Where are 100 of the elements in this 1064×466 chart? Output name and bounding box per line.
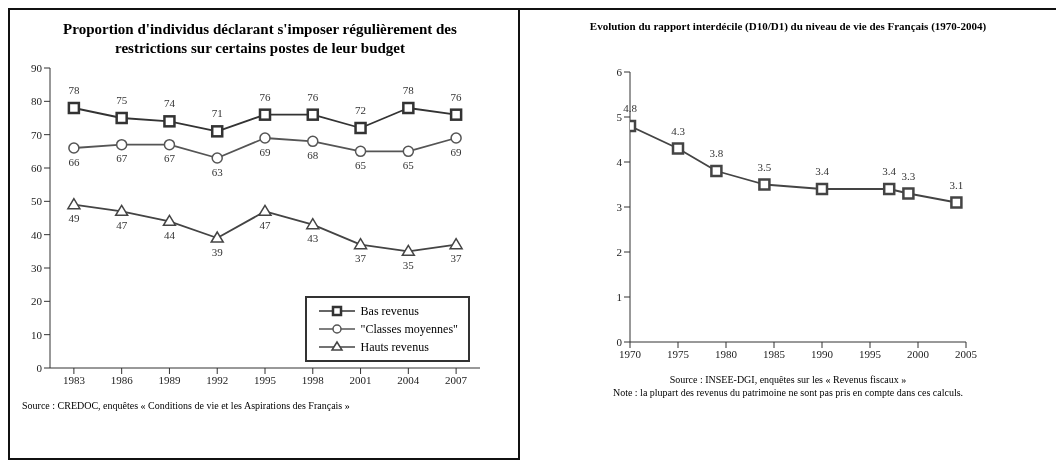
- y-tick-label: 90: [31, 61, 43, 74]
- source-note: Source : CREDOC, enquêtes « Conditions de vie et les Aspirations des Français »: [21, 400, 351, 411]
- x-tick-label: 2000: [907, 347, 930, 360]
- data-label: 68: [307, 149, 319, 162]
- point: [353, 237, 368, 250]
- point: [402, 101, 415, 115]
- x-tick-label: 1992: [206, 373, 229, 386]
- data-label: 3.3: [901, 169, 916, 182]
- x-tick-label: 1983: [62, 373, 86, 386]
- point: [68, 142, 80, 154]
- point: [354, 145, 367, 158]
- data-label: 44: [163, 229, 176, 242]
- y-tick-label: 80: [31, 95, 43, 108]
- x-tick-label: 1989: [158, 373, 181, 386]
- data-label: 3.4: [815, 165, 830, 177]
- text: Note : la plupart des revenus du patrimoine ne sont pas pris en compte dans ces calculs.: [611, 387, 965, 398]
- data-label: 3.4: [882, 165, 897, 177]
- y-tick-label: 30: [31, 261, 43, 274]
- y-tick-label: 60: [31, 161, 43, 174]
- point: [449, 237, 463, 250]
- data-label: 39: [211, 245, 224, 258]
- point: [758, 178, 771, 191]
- source-note: Source : INSEE-DGI, enquêtes sur les « Revenus fiscaux »: [668, 374, 908, 385]
- x-tick-label: 2004: [397, 373, 420, 386]
- x-tick-label: 1998: [301, 373, 325, 386]
- x-tick-label: 1990: [811, 347, 834, 360]
- data-label: 49: [68, 212, 80, 225]
- data-label: 67: [116, 152, 128, 165]
- x-tick-label: 2001: [349, 373, 372, 386]
- data-label: 4.3: [671, 124, 686, 137]
- y-tick-label: 0: [616, 335, 623, 348]
- x-tick-label: 1995: [859, 347, 882, 360]
- point: [671, 142, 685, 155]
- point: [115, 111, 128, 125]
- data-label: 66: [68, 155, 80, 168]
- data-label: 65: [355, 159, 367, 172]
- data-label: 74: [163, 97, 176, 110]
- x-tick-label: 2005: [955, 347, 978, 360]
- data-label: 78: [402, 84, 415, 96]
- point: [211, 152, 223, 164]
- y-tick-label: 0: [36, 361, 43, 374]
- point: [902, 187, 915, 200]
- data-label: 3.5: [757, 160, 772, 173]
- point: [450, 132, 462, 144]
- data-label: 35: [402, 259, 415, 272]
- point: [163, 138, 176, 151]
- data-label: 47: [116, 219, 128, 232]
- legend-label: Bas revenus: [360, 303, 419, 319]
- y-tick-label: 3: [616, 200, 623, 213]
- point: [67, 197, 81, 210]
- y-tick-label: 10: [31, 328, 43, 341]
- x-tick-label: 1970: [619, 347, 642, 360]
- y-tick-label: 5: [616, 110, 623, 123]
- point: [162, 214, 177, 227]
- point: [306, 217, 320, 230]
- point: [306, 108, 320, 121]
- data-label: 78: [68, 84, 80, 96]
- data-label: 75: [116, 94, 128, 106]
- data-label: 4.8: [623, 102, 638, 114]
- y-tick-label: 50: [31, 195, 43, 208]
- data-label: 72: [355, 104, 367, 116]
- data-label: 43: [307, 232, 319, 245]
- data-label: 47: [259, 219, 271, 232]
- point: [815, 182, 829, 196]
- point: [882, 182, 896, 196]
- point: [114, 204, 129, 217]
- data-label: 3.8: [709, 147, 724, 159]
- data-label: 71: [211, 107, 223, 120]
- point: [210, 125, 224, 138]
- point: [259, 132, 271, 144]
- data-label: 3.1: [949, 178, 964, 191]
- legend-label: Hauts revenus: [360, 339, 429, 355]
- x-tick-label: 1975: [667, 347, 690, 360]
- y-tick-label: 4: [616, 155, 623, 168]
- chart-title: Proportion d'individus déclarant s'imposer régulièrement des restrictions sur certains postes de leur budget: [62, 20, 458, 58]
- data-label: 65: [402, 159, 415, 172]
- x-tick-label: 1980: [715, 347, 738, 360]
- data-label: 76: [259, 90, 271, 103]
- y-tick-label: 6: [616, 65, 623, 78]
- point: [449, 108, 463, 121]
- x-tick-label: 2007: [445, 373, 468, 386]
- point: [258, 108, 272, 121]
- chart-title: Evolution du rapport interdécile (D10/D1) du niveau de vie des Français (1970-2004): [588, 20, 988, 32]
- data-label: 69: [450, 145, 463, 158]
- y-tick-label: 40: [31, 228, 43, 241]
- point: [950, 196, 963, 209]
- point: [163, 115, 176, 128]
- data-label: 37: [450, 252, 463, 265]
- point: [354, 121, 367, 135]
- y-tick-label: 20: [31, 295, 43, 308]
- point: [402, 145, 415, 158]
- y-tick-label: 2: [616, 245, 622, 258]
- legend-label: "Classes moyennes": [360, 321, 458, 337]
- data-label: 76: [307, 90, 319, 103]
- point: [401, 244, 416, 257]
- y-tick-label: 1: [616, 290, 622, 303]
- point: [710, 164, 723, 178]
- x-tick-label: 1985: [763, 347, 786, 360]
- y-tick-label: 70: [31, 128, 43, 141]
- data-label: 69: [259, 145, 271, 158]
